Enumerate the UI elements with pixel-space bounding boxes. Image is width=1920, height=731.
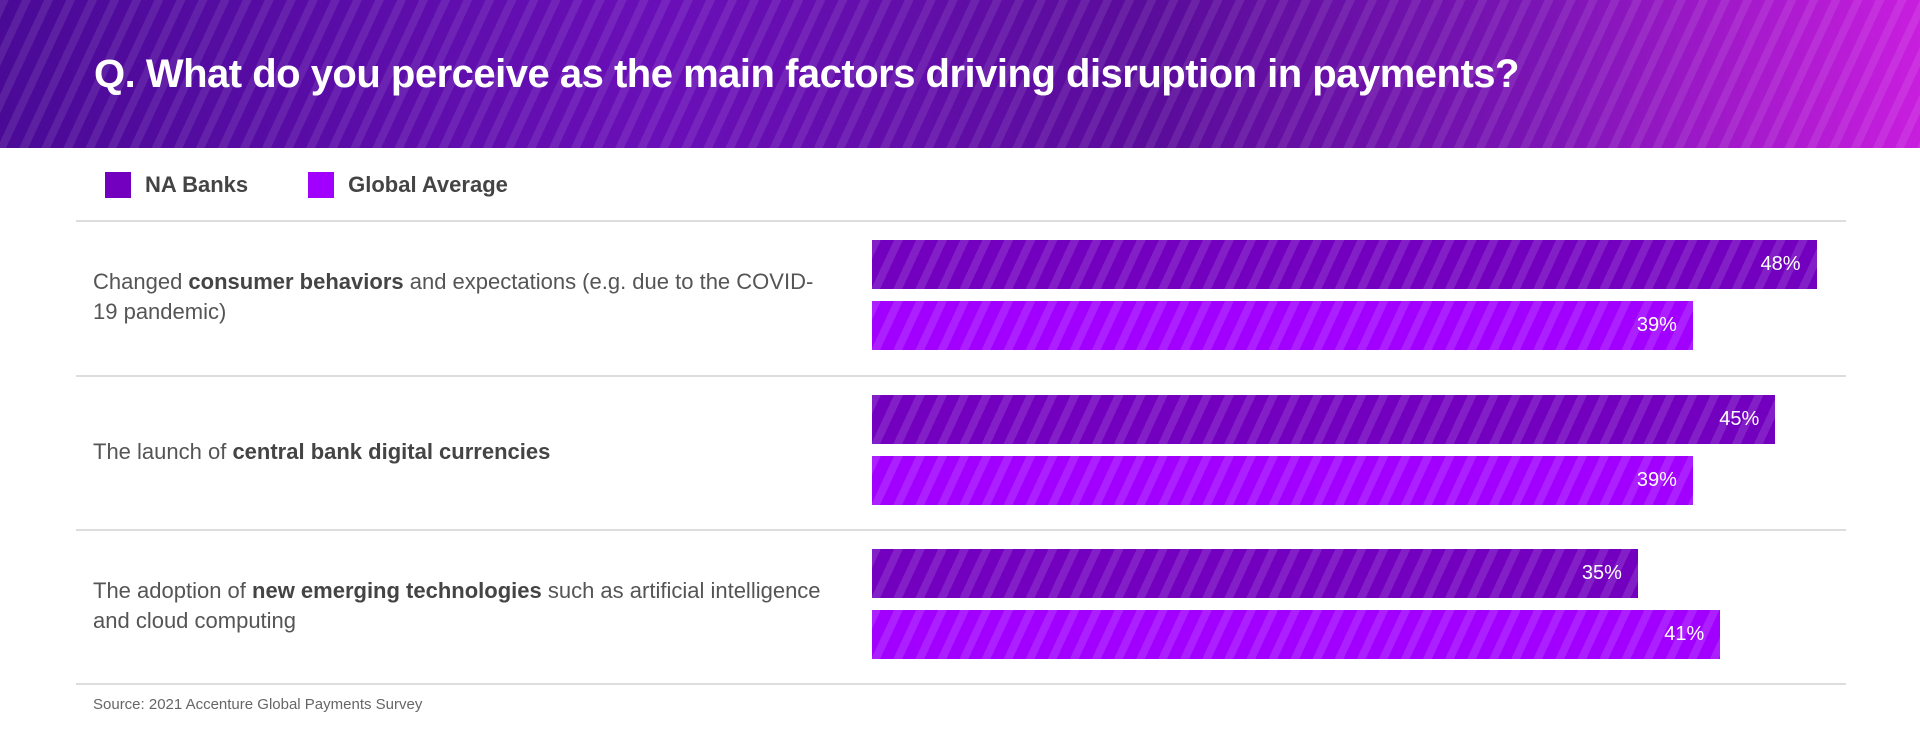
legend-label: NA Banks	[145, 172, 249, 197]
row-divider	[76, 220, 1846, 222]
source-note: Source: 2021 Accenture Global Payments S…	[93, 696, 423, 713]
data-label: 41%	[1664, 623, 1705, 645]
header-banner: Q. What do you perceive as the main fact…	[0, 0, 1920, 148]
global-average-bar: 41%	[872, 610, 1720, 659]
data-label: 45%	[1719, 408, 1760, 430]
na-banks-bar: 45%	[872, 395, 1775, 444]
legend-swatch	[308, 172, 335, 198]
legend-swatch	[105, 172, 131, 198]
row-divider	[76, 529, 1846, 531]
data-label: 39%	[1636, 469, 1677, 491]
category-label: The adoption of new emerging technologie…	[93, 578, 821, 634]
row-divider	[76, 375, 1846, 377]
global-average-bar: 39%	[872, 301, 1693, 350]
data-label: 39%	[1636, 314, 1677, 336]
chart-title: Q. What do you perceive as the main fact…	[94, 52, 1519, 96]
data-label: 48%	[1760, 253, 1801, 275]
legend-item-global-average: Global Average	[308, 172, 508, 198]
global-average-bar: 39%	[872, 456, 1693, 505]
category-label: Changed consumer behaviors and expectati…	[93, 269, 814, 325]
na-banks-bar: 35%	[872, 549, 1638, 598]
category-label: The launch of central bank digital curre…	[93, 439, 551, 465]
row-divider	[76, 683, 1846, 685]
legend-item-na-banks: NA Banks	[105, 172, 248, 198]
na-banks-bar: 48%	[872, 240, 1817, 289]
legend-label: Global Average	[348, 172, 508, 197]
data-label: 35%	[1581, 562, 1622, 584]
legend: NA Banks Global Average	[105, 172, 568, 198]
